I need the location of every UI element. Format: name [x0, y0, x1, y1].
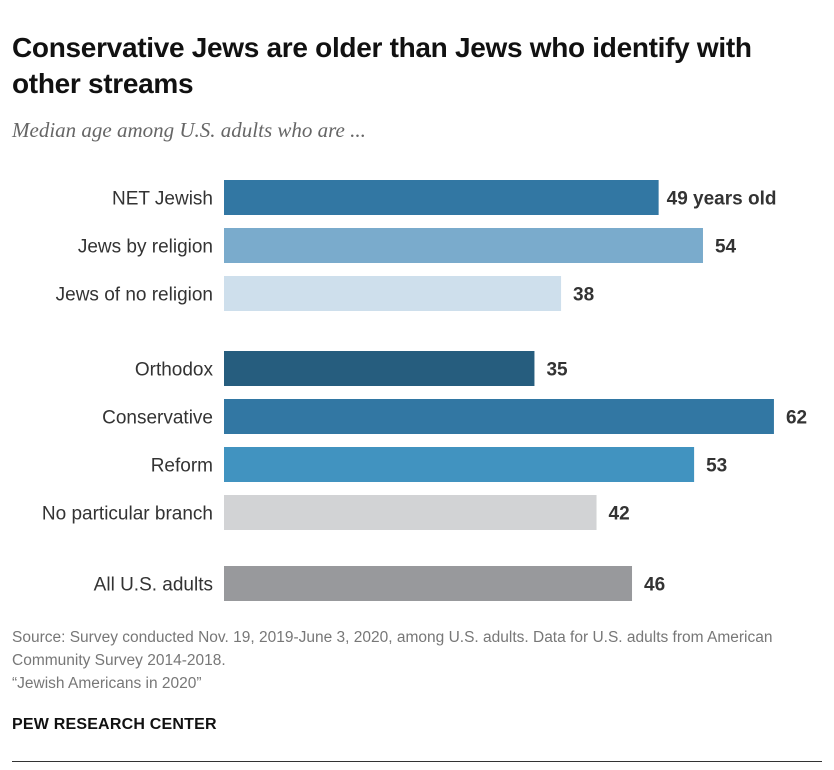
chart-title: Conservative Jews are older than Jews wh…	[12, 32, 752, 99]
value-label: 53	[706, 456, 727, 477]
chart-subtitle: Median age among U.S. adults who are ...	[12, 118, 366, 142]
category-label: Jews of no religion	[56, 285, 213, 306]
pew-logo: PEW RESEARCH CENTER	[12, 716, 217, 733]
bar-reform	[224, 447, 695, 482]
bar-all-u-s-adults	[224, 566, 633, 601]
category-label: Reform	[151, 456, 213, 477]
category-label: Orthodox	[135, 360, 214, 381]
category-label: Conservative	[102, 408, 213, 429]
bottom-rule	[12, 761, 822, 762]
category-label: Jews by religion	[78, 237, 213, 258]
source-note: Source: Survey conducted Nov. 19, 2019-J…	[12, 629, 773, 669]
category-label: All U.S. adults	[94, 575, 213, 596]
category-label: NET Jewish	[112, 189, 213, 210]
bar-orthodox	[224, 351, 535, 386]
notes: Source: Survey conducted Nov. 19, 2019-J…	[12, 626, 812, 695]
bar-jews-of-no-religion	[224, 276, 562, 311]
bar-net-jewish	[224, 180, 659, 215]
bar-no-particular-branch	[224, 495, 597, 530]
value-label: 42	[609, 504, 630, 525]
bar-chart: NET Jewish 49 years old Jews by religion 54…	[42, 180, 807, 601]
value-label: 38	[573, 285, 594, 306]
report-note: “Jewish Americans in 2020”	[12, 675, 202, 692]
value-label: 35	[546, 360, 568, 381]
value-label: 62	[786, 408, 807, 429]
bar-conservative	[224, 399, 774, 434]
category-label: No particular branch	[42, 504, 213, 525]
value-label: 46	[644, 575, 665, 596]
value-label: 54	[715, 237, 737, 258]
bar-jews-by-religion	[224, 228, 703, 263]
value-label: 49 years old	[667, 189, 777, 210]
